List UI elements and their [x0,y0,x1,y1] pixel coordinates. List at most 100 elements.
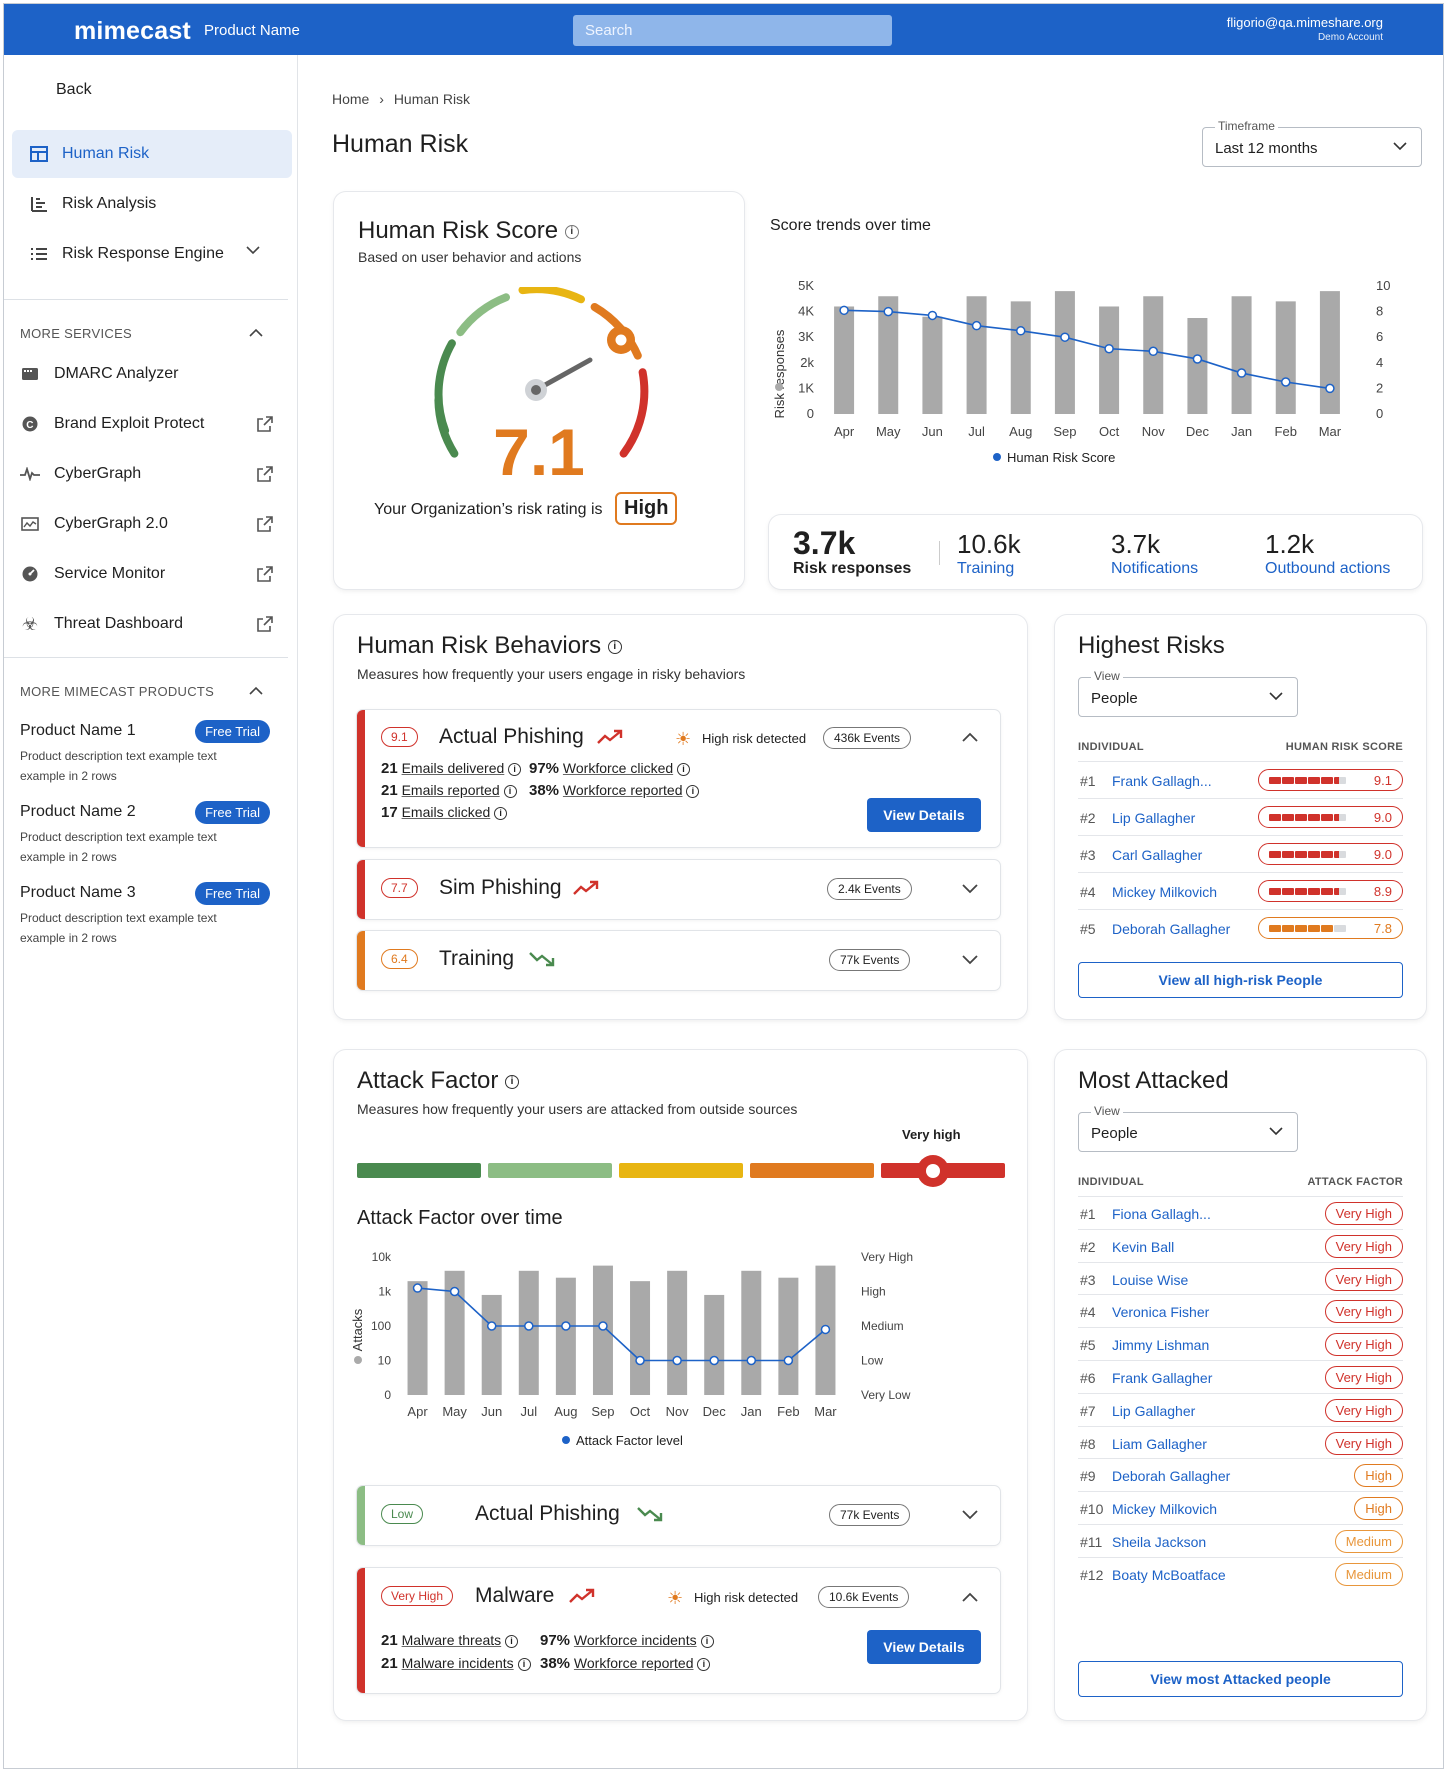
person-link[interactable]: Frank Gallagh... [1112,773,1212,789]
metric-label[interactable]: Emails delivered [401,760,505,776]
account-menu[interactable]: fligorio@qa.mimeshare.org Demo Account [1227,15,1383,43]
external-link-icon[interactable] [256,465,274,483]
external-link-icon[interactable] [256,515,274,533]
person-link[interactable]: Sheila Jackson [1112,1534,1207,1550]
service-cybergraph-2[interactable]: CyberGraph 2.0 [20,509,274,539]
metric-label[interactable]: Workforce clicked [562,760,674,776]
table-row[interactable]: #3 Carl Gallagher 9.0 [1078,835,1403,872]
free-trial-button[interactable]: Free Trial [195,720,270,743]
back-link[interactable]: Back [56,81,92,98]
info-icon[interactable]: i [700,1634,714,1648]
person-link[interactable]: Carl Gallagher [1112,847,1203,863]
info-icon[interactable]: i [505,1074,520,1089]
mimecast-logo[interactable]: mimecast [74,17,191,45]
person-link[interactable]: Boaty McBoatface [1112,1566,1226,1583]
view-select[interactable]: View People [1078,1104,1298,1152]
free-trial-button[interactable]: Free Trial [195,882,270,905]
view-details-button[interactable]: View Details [867,798,981,832]
chevron-down-icon[interactable] [246,246,260,255]
table-row[interactable]: #3 Louise Wise Very High [1078,1261,1403,1295]
table-row[interactable]: #1 Fiona Gallagh... Very High [1078,1196,1403,1229]
table-row[interactable]: #5 Deborah Gallagher 7.8 [1078,909,1403,946]
service-threat-dashboard[interactable]: ☣ Threat Dashboard [20,609,274,639]
metric-label[interactable]: Emails reported [401,782,500,798]
table-row[interactable]: #4 Mickey Milkovich 8.9 [1078,872,1403,909]
info-icon[interactable]: i [494,806,508,820]
info-icon[interactable]: i [686,784,700,798]
person-link[interactable]: Veronica Fisher [1112,1304,1210,1321]
metric-label[interactable]: Workforce reported [562,782,683,798]
service-brand-exploit-protect[interactable]: C Brand Exploit Protect [20,409,274,439]
attack-row-actual-phishing[interactable]: Low Actual Phishing 77k Events [357,1486,1000,1545]
table-row[interactable]: #4 Veronica Fisher Very High [1078,1294,1403,1327]
person-link[interactable]: Deborah Gallagher [1112,921,1231,937]
behavior-row-training[interactable]: 6.4 Training 77k Events [357,931,1000,990]
nav-risk-analysis[interactable]: Risk Analysis [12,180,292,228]
view-most-attacked-button[interactable]: View most Attacked people [1078,1661,1403,1697]
table-row[interactable]: #12 Boaty McBoatface Medium [1078,1556,1403,1590]
person-link[interactable]: Deborah Gallagher [1112,1468,1231,1485]
view-all-high-risk-button[interactable]: View all high-risk People [1078,962,1403,998]
chevron-down-icon[interactable] [962,884,978,894]
person-link[interactable]: Kevin Ball [1112,1238,1175,1255]
person-link[interactable]: Fiona Gallagh... [1112,1206,1211,1222]
info-icon[interactable]: i [564,224,579,239]
info-icon[interactable]: i [517,1657,531,1671]
info-icon[interactable]: i [697,1657,711,1671]
info-icon[interactable]: i [508,762,522,776]
person-link[interactable]: Mickey Milkovich [1112,1501,1218,1518]
chevron-down-icon[interactable] [962,955,978,965]
view-select[interactable]: View People [1078,669,1298,717]
table-row[interactable]: #10 Mickey Milkovich High [1078,1491,1403,1524]
chevron-up-icon[interactable] [962,732,978,742]
breadcrumb-home[interactable]: Home [332,91,370,107]
person-link[interactable]: Louise Wise [1112,1271,1189,1288]
table-row[interactable]: #2 Lip Gallagher 9.0 [1078,798,1403,835]
person-link[interactable]: Lip Gallagher [1112,810,1196,826]
table-row[interactable]: #1 Frank Gallagh... 9.1 [1078,761,1403,798]
table-row[interactable]: #9 Deborah Gallagher High [1078,1458,1403,1491]
nav-risk-response-engine[interactable]: Risk Response Engine [12,230,292,278]
service-dmarc-analyzer[interactable]: DMARC Analyzer [20,359,274,389]
stat-outbound-actions[interactable]: 1.2k Outbound actions [1265,529,1390,578]
info-icon[interactable]: i [677,762,691,776]
stat-training[interactable]: 10.6k Training [957,529,1021,578]
external-link-icon[interactable] [256,615,274,633]
table-row[interactable]: #5 Jimmy Lishman Very High [1078,1327,1403,1360]
chevron-up-icon[interactable] [962,1592,978,1602]
table-row[interactable]: #7 Lip Gallagher Very High [1078,1392,1403,1426]
service-service-monitor[interactable]: Service Monitor [20,559,274,589]
metric-label[interactable]: Emails clicked [401,804,491,820]
table-row[interactable]: #6 Frank Gallagher Very High [1078,1360,1403,1393]
person-link[interactable]: Mickey Milkovich [1112,884,1218,900]
info-icon[interactable]: i [607,639,622,654]
person-link[interactable]: Frank Gallagher [1112,1370,1213,1386]
external-link-icon[interactable] [256,415,274,433]
info-icon[interactable]: i [503,784,517,798]
stat-notifications[interactable]: 3.7k Notifications [1111,529,1198,578]
person-link[interactable]: Jimmy Lishman [1112,1337,1210,1354]
table-row[interactable]: #11 Sheila Jackson Medium [1078,1524,1403,1557]
metric-label[interactable]: Malware incidents [401,1655,514,1671]
metric-label[interactable]: Malware threats [401,1632,502,1648]
view-details-button[interactable]: View Details [867,1630,981,1664]
chevron-up-icon[interactable] [249,686,263,695]
nav-human-risk[interactable]: Human Risk [12,130,292,178]
service-cybergraph[interactable]: CyberGraph [20,459,274,489]
timeframe-select[interactable]: Timeframe Last 12 months [1202,119,1422,167]
chevron-down-icon[interactable] [962,1510,978,1520]
graph-window-icon [20,517,40,531]
metric-label[interactable]: Workforce incidents [573,1632,697,1648]
person-link[interactable]: Lip Gallagher [1112,1402,1196,1419]
external-link-icon[interactable] [256,565,274,583]
info-icon[interactable]: i [505,1634,519,1648]
behavior-row-sim-phishing[interactable]: 7.7 Sim Phishing 2.4k Events [357,860,1000,919]
bar [1319,291,1340,414]
table-row[interactable]: #2 Kevin Ball Very High [1078,1228,1403,1262]
free-trial-button[interactable]: Free Trial [195,801,270,824]
metric-label[interactable]: Workforce reported [573,1655,694,1671]
person-link[interactable]: Liam Gallagher [1112,1435,1207,1452]
chevron-up-icon[interactable] [249,328,263,337]
table-row[interactable]: #8 Liam Gallagher Very High [1078,1425,1403,1459]
search-input[interactable] [573,15,892,46]
